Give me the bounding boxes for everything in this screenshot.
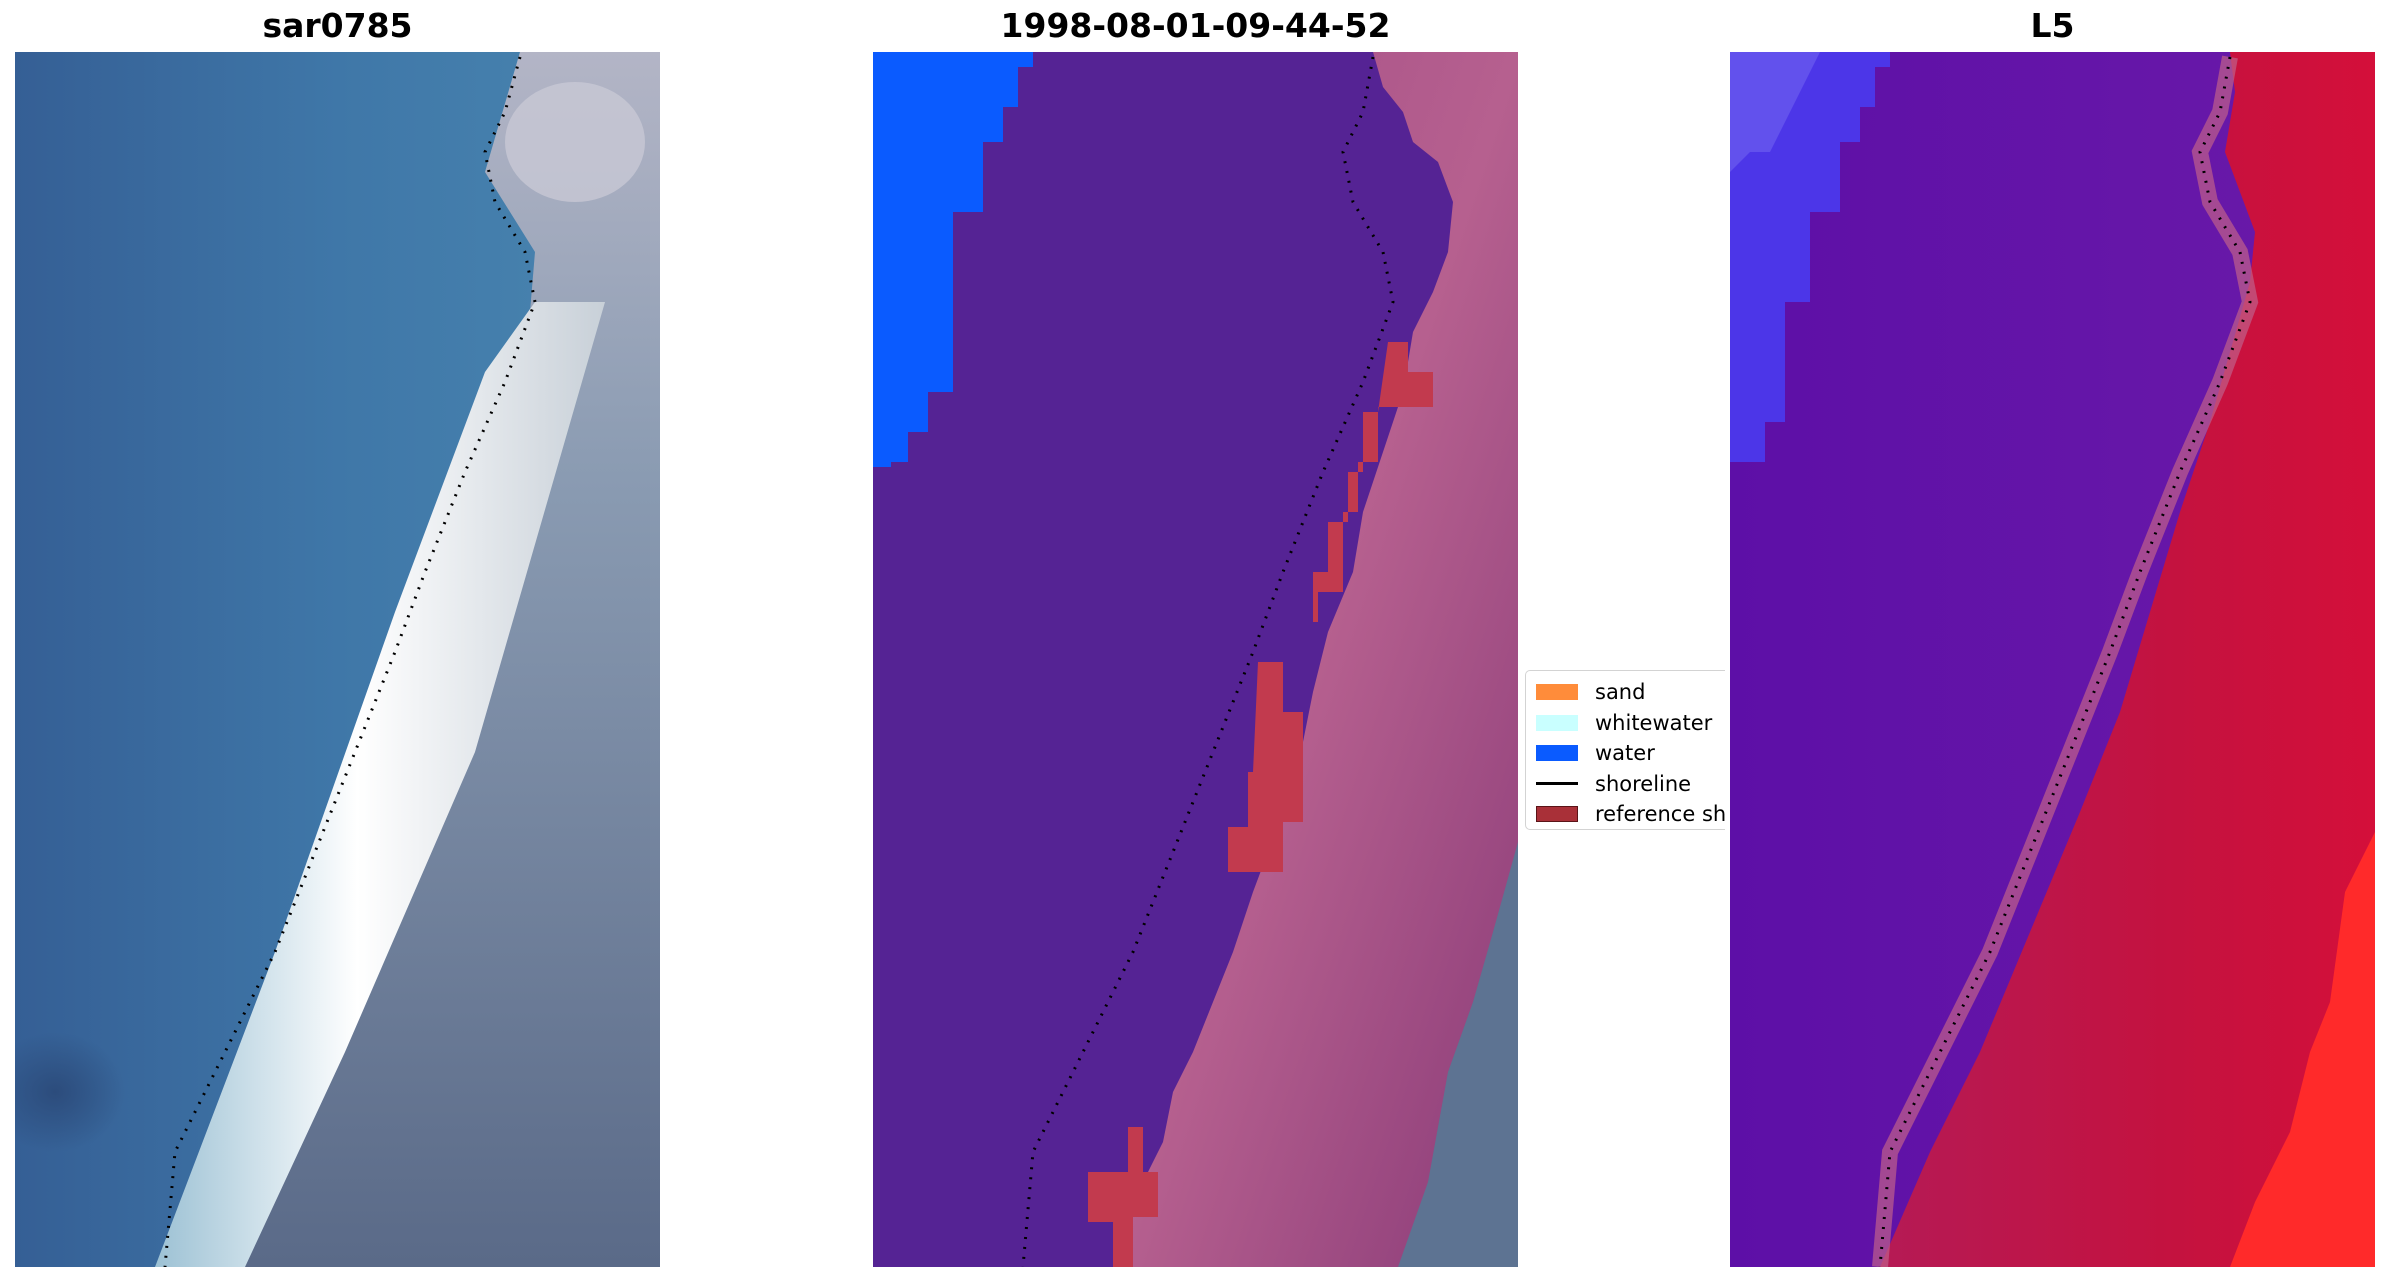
legend-item-reference-shoreline: reference shoreline — [1536, 799, 1725, 829]
land-region — [1113, 52, 1518, 1267]
legend-item-shoreline: shoreline — [1536, 769, 1725, 800]
panel-title-right: L5 — [2030, 6, 2075, 45]
legend-item-sand: sand — [1536, 677, 1725, 708]
legend-label: shoreline — [1595, 771, 1692, 796]
classified-image-panel — [873, 52, 1518, 1267]
whitewater-swatch — [1536, 714, 1578, 731]
legend-item-water: water — [1536, 738, 1725, 769]
index-image-panel — [1730, 52, 2375, 1267]
sand-swatch — [1536, 684, 1578, 701]
panel-title-left: sar0785 — [262, 6, 413, 45]
panel-title-middle: 1998-08-01-09-44-52 — [1000, 6, 1391, 45]
legend: sand whitewater water shoreline referenc… — [1525, 670, 1725, 830]
water-region — [873, 52, 1033, 467]
legend-label: reference shoreline — [1595, 802, 1725, 827]
rgb-satellite-image — [15, 52, 660, 1267]
unclassified-region — [1398, 842, 1518, 1267]
reference-shoreline-region — [1228, 662, 1303, 872]
legend-label: sand — [1595, 680, 1646, 705]
reference-shoreline-swatch — [1536, 806, 1578, 823]
legend-item-whitewater: whitewater — [1536, 708, 1725, 739]
water-swatch — [1536, 745, 1578, 762]
bright-red-region — [2230, 832, 2375, 1267]
reference-shoreline-region — [1313, 342, 1433, 622]
water-blue-region — [1730, 52, 1890, 462]
shoreline-line-swatch — [1536, 782, 1578, 786]
legend-label: whitewater — [1595, 710, 1713, 735]
mndwi-index-image — [1730, 52, 2375, 1267]
legend-label: water — [1595, 741, 1655, 766]
rgb-image-panel — [15, 52, 660, 1267]
classified-image — [873, 52, 1518, 1267]
land-red-region — [1880, 52, 2375, 1267]
reference-shoreline-region — [1088, 1127, 1158, 1267]
